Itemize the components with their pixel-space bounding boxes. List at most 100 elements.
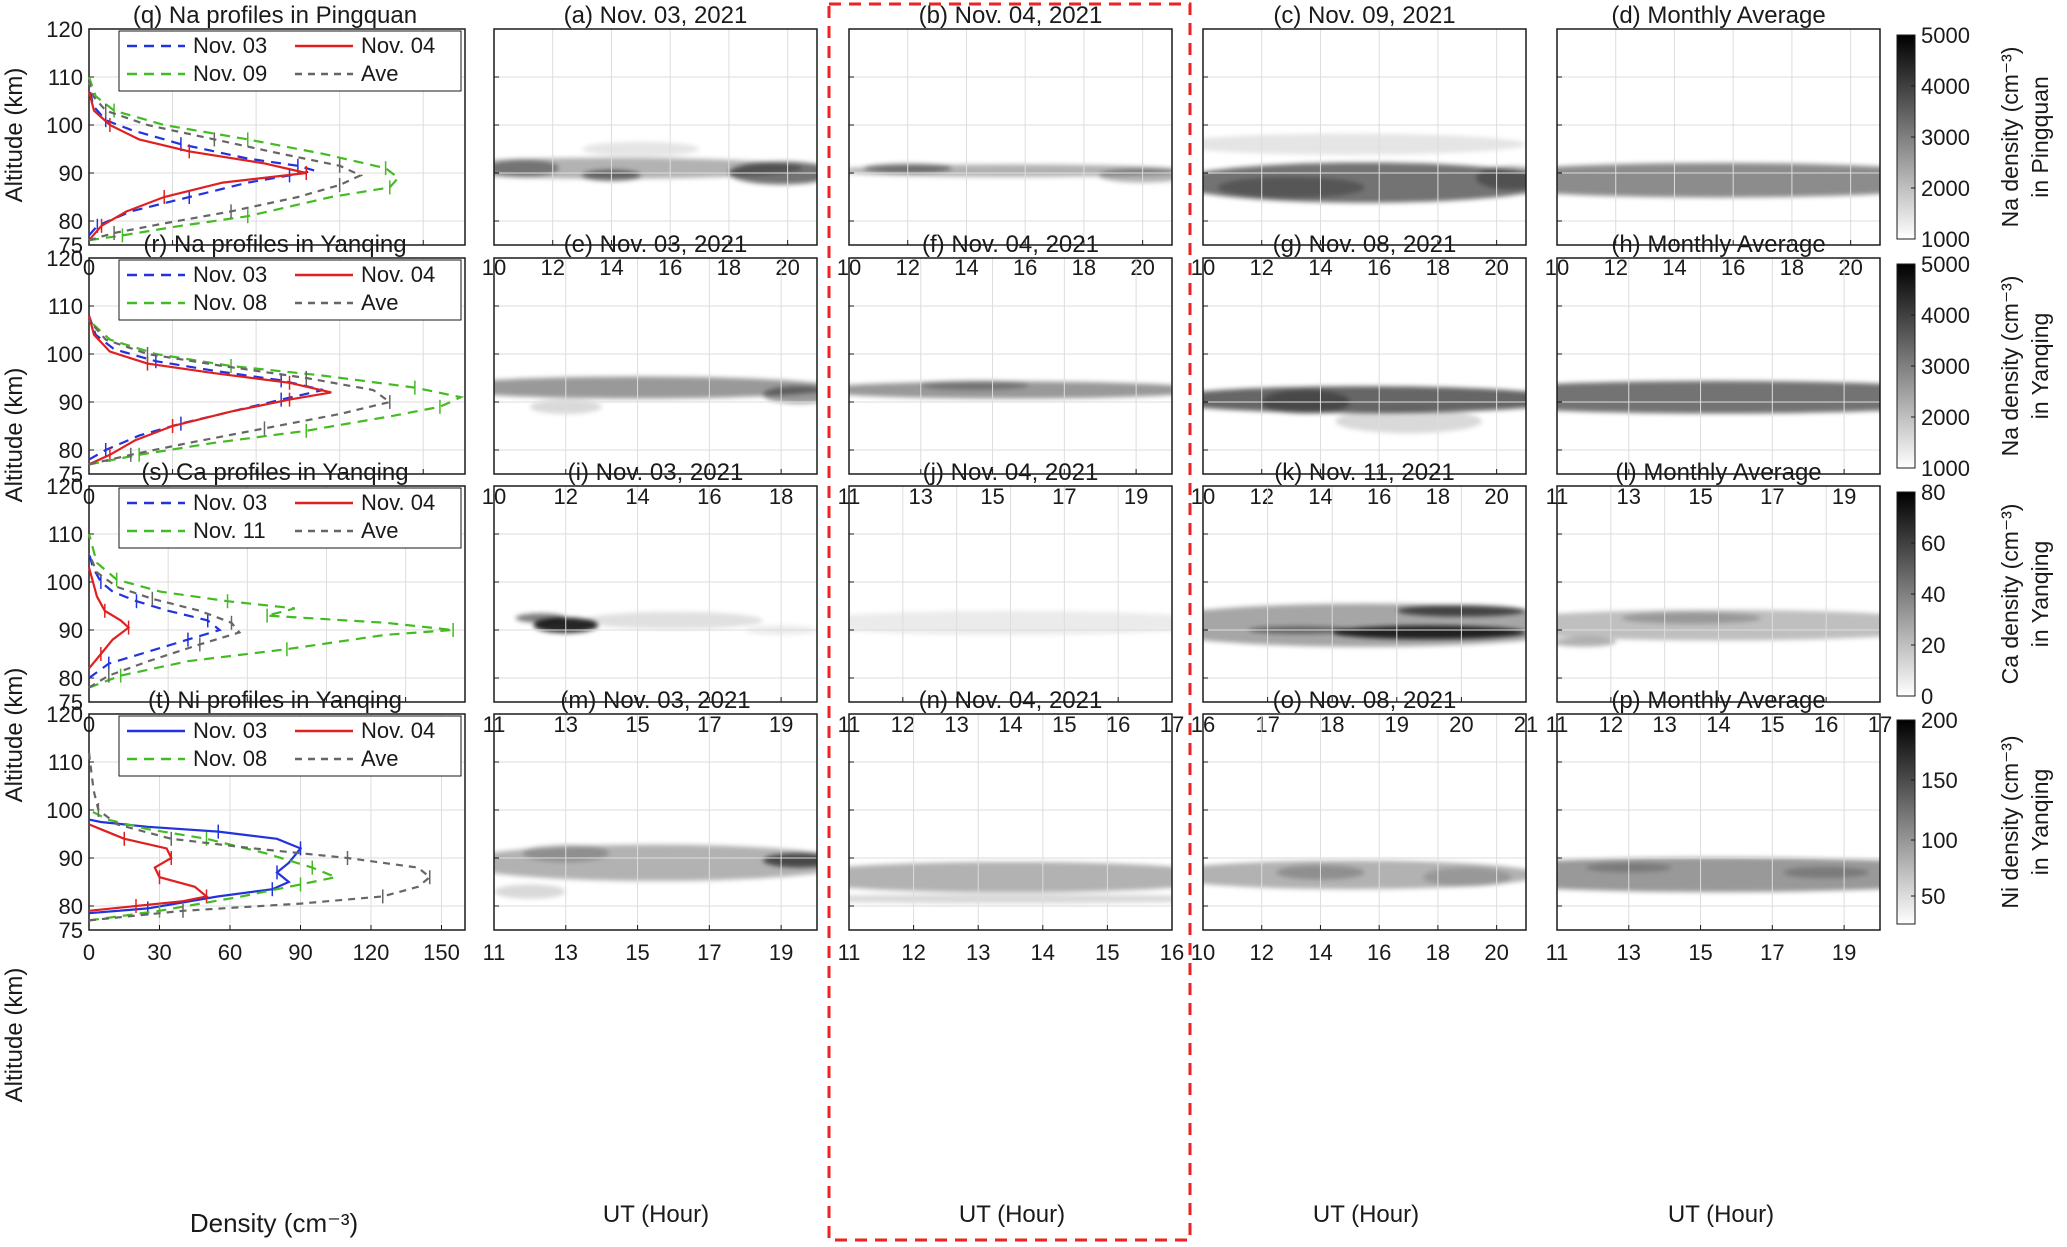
x-tick-label: 16 [1367, 484, 1391, 509]
legend-box [118, 715, 462, 777]
x-tick-label: 20 [1484, 484, 1508, 509]
axes-frame [1556, 28, 1881, 246]
x-tick-label: 18 [1426, 484, 1450, 509]
x-tick-label: 16 [1814, 712, 1838, 737]
time-xlabel-1: UT (Hour) [603, 1201, 709, 1228]
density-blob [1203, 133, 1526, 155]
x-tick-label: 120 [353, 940, 390, 965]
y-tick-label: 75 [59, 462, 83, 487]
legend-label: Nov. 08 [193, 746, 267, 771]
density-field [1557, 857, 1880, 893]
y-tick-label: 80 [59, 438, 83, 463]
panel-title: (i) Nov. 03, 2021 [568, 459, 744, 486]
density-field [1557, 380, 1880, 414]
axes-frame [1556, 257, 1881, 475]
panel-title: (o) Nov. 08, 2021 [1273, 687, 1457, 714]
x-tick-label: 14 [599, 255, 623, 280]
legend-label: Nov. 09 [193, 61, 267, 86]
x-tick-label: 16 [1367, 940, 1391, 965]
axes-frame [88, 257, 466, 475]
y-tick-label: 110 [48, 65, 83, 90]
density-blob [1621, 612, 1762, 624]
colorbar-tick-label: 80 [1921, 480, 1945, 505]
density-blob [494, 884, 566, 899]
panel-title: (r) Na profiles in Yanqing [143, 231, 406, 258]
colorbar-tick-label: 5000 [1921, 252, 1970, 277]
x-tick-label: 20 [1838, 255, 1862, 280]
x-tick-label: 20 [1449, 712, 1473, 737]
axes-frame [1556, 713, 1881, 931]
panel-title: (h) Monthly Average [1611, 231, 1825, 258]
colorbar-label: Ca density (cm⁻³) [1997, 504, 2023, 685]
x-tick-label: 16 [658, 255, 682, 280]
axes-frame [88, 485, 466, 703]
density-field [849, 380, 1172, 399]
colorbar-sublabel: in Yanqing [2027, 313, 2053, 420]
y-tick-label: 110 [48, 294, 83, 319]
legend-label: Nov. 11 [193, 518, 266, 543]
panel-title: (b) Nov. 04, 2021 [919, 2, 1103, 29]
x-tick-label: 14 [1031, 940, 1055, 965]
density-field [1203, 133, 1526, 203]
legend-box [118, 30, 462, 92]
y-tick-label: 80 [59, 209, 83, 234]
colorbar-tick-label: 40 [1921, 582, 1945, 607]
density-field [849, 861, 1172, 904]
x-tick-label: 19 [1124, 484, 1148, 509]
y-tick-label: 100 [46, 342, 83, 367]
x-tick-label: 20 [1484, 940, 1508, 965]
colorbar-label: Ni density (cm⁻³) [1997, 735, 2023, 908]
x-tick-label: 12 [901, 940, 925, 965]
x-tick-label: 15 [625, 940, 649, 965]
x-tick-label: 12 [895, 255, 919, 280]
panel-title: (g) Nov. 08, 2021 [1273, 231, 1457, 258]
x-tick-label: 13 [554, 940, 578, 965]
density-blob [494, 159, 559, 177]
y-tick-label: 100 [46, 113, 83, 138]
y-tick-label: 120 [46, 246, 83, 271]
axes-frame [493, 257, 818, 475]
colorbar-tick-label: 150 [1921, 768, 1958, 793]
axes-frame [1202, 713, 1527, 931]
axes-frame [493, 28, 818, 246]
colorbar-tick-label: 2000 [1921, 176, 1970, 201]
legend-label: Nov. 04 [361, 262, 435, 287]
x-tick-label: 11 [483, 940, 506, 965]
x-tick-label: 18 [1072, 255, 1096, 280]
profile-ylabel: Altitude (km) [1, 68, 28, 203]
y-tick-label: 120 [46, 17, 83, 42]
density-blob [1203, 386, 1526, 414]
y-tick-label: 75 [59, 918, 83, 943]
axes-frame [1202, 28, 1527, 246]
panel-title: (s) Ca profiles in Yanqing [141, 459, 408, 486]
profile-xlabel: Density (cm⁻³) [190, 1208, 358, 1238]
x-tick-label: 18 [1426, 940, 1450, 965]
legend-box [118, 259, 462, 321]
heatmap-panel: (o) Nov. 08, 2021 10 12 14 16 18 20 [1191, 687, 1527, 965]
colorbar-tick-label: 1000 [1921, 456, 1970, 481]
panel-title: (e) Nov. 03, 2021 [564, 231, 748, 258]
density-blob [1423, 867, 1512, 887]
density-field [1557, 162, 1880, 198]
profile-line [87, 552, 242, 689]
x-tick-label: 12 [1599, 712, 1623, 737]
legend-label: Nov. 04 [361, 33, 435, 58]
x-tick-label: 16 [1160, 940, 1184, 965]
y-tick-label: 90 [59, 161, 83, 186]
heatmap-panel: (n) Nov. 04, 2021 11 12 13 14 15 16 [838, 687, 1185, 965]
panel-title: (l) Monthly Average [1615, 459, 1821, 486]
legend-label: Nov. 03 [193, 262, 267, 287]
density-blob [1098, 168, 1172, 183]
legend-label: Nov. 04 [361, 490, 435, 515]
highlight-box [827, 2, 1192, 1242]
axes-frame [88, 713, 466, 931]
density-blob [1557, 162, 1880, 198]
axes-frame [848, 485, 1173, 703]
x-tick-label: 90 [288, 940, 312, 965]
